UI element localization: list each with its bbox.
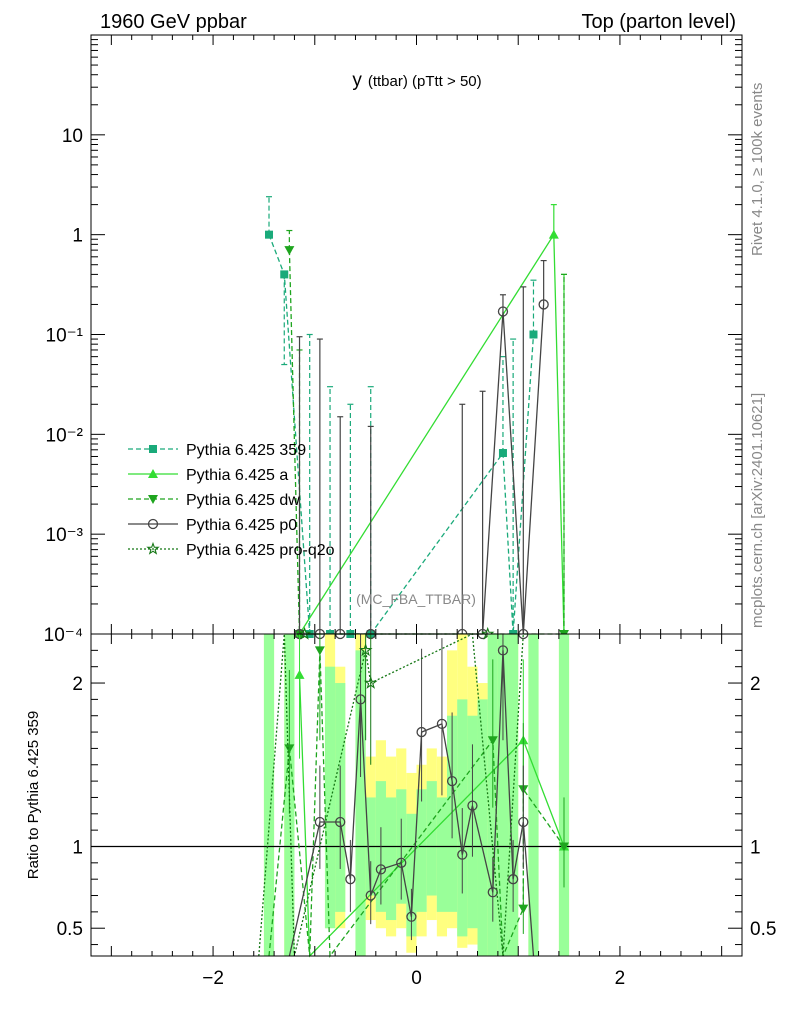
header-process-label: Top (parton level) (581, 11, 736, 33)
uncertainty-band-inner (477, 699, 488, 956)
ratio-data-point (284, 744, 295, 754)
ratio-data-point (518, 816, 529, 828)
ratio-data-point (436, 718, 448, 730)
ratio-series-line (258, 633, 524, 957)
legend-marker (148, 469, 158, 478)
data-point (284, 246, 295, 256)
ratio-data-point (467, 800, 478, 811)
legend-marker (149, 445, 157, 453)
uncertainty-band-inner (406, 813, 417, 937)
series-line (298, 232, 565, 635)
ratio-series-3 (258, 633, 524, 957)
plot-title: y (ttbar) (pTtt > 50) (352, 70, 481, 91)
y-tick-label: 10⁻¹ (46, 326, 84, 347)
ratio-data-point (416, 726, 427, 738)
y-tick-label: 10 (62, 126, 83, 147)
data-point (538, 299, 549, 310)
rivet-version-label: Rivet 4.1.0, ≥ 100k events (749, 83, 766, 256)
data-point (297, 626, 312, 640)
y-tick-label: 1 (72, 226, 83, 247)
header-collision-energy: 1960 GeV ppbar (100, 11, 247, 33)
ratio-data-point (375, 864, 387, 875)
ratio-data-point (487, 736, 498, 746)
legend: Pythia 6.425 359 Pythia 6.425 a Pythia 6.4… (128, 442, 335, 559)
ratio-y-tick-label-right: 0.5 (750, 919, 776, 940)
legend-label: Pythia 6.425 p0 (186, 517, 297, 534)
y-tick-label: 10⁻⁴ (44, 625, 83, 646)
ratio-data-point (558, 842, 569, 852)
data-point (497, 306, 509, 317)
uncertainty-band-inner (324, 666, 336, 929)
main-panel: 10 1 10⁻¹ 10⁻² 10⁻³ 10⁻⁴ (44, 34, 743, 646)
legend-marker (146, 541, 160, 555)
data-point (265, 230, 274, 239)
ratio-data-point (396, 857, 407, 868)
ratio-data-point (507, 874, 519, 885)
analysis-tag: (MC_FBA_TTBAR) (356, 591, 476, 607)
plot-title-sub: (ttbar) (pTtt > 50) (368, 73, 482, 90)
legend-marker (147, 518, 159, 530)
y-tick-label: 10⁻³ (46, 525, 84, 546)
ratio-y-tick-label: 2 (72, 674, 83, 695)
uncertainty-band-inner (436, 797, 448, 912)
data-point (480, 626, 495, 640)
uncertainty-band-inner (426, 781, 437, 896)
data-point (548, 229, 559, 239)
data-point (280, 270, 289, 279)
x-tick-label: −2 (202, 968, 224, 989)
ratio-data-point (314, 816, 326, 828)
ratio-data-point (335, 816, 346, 828)
legend-label: Pythia 6.425 dw (186, 492, 300, 509)
ratio-data-point (497, 645, 509, 656)
uncertainty-band-inner (528, 634, 539, 956)
ratio-data-point (355, 694, 366, 705)
mcplots-source-label: mcplots.cern.ch [arXiv:2401.10621] (749, 393, 766, 628)
uncertainty-band-inner (355, 650, 366, 956)
ratio-y-tick-label: 0.5 (57, 919, 83, 940)
ratio-y-tick-label: 1 (72, 837, 83, 858)
legend-label: Pythia 6.425 a (186, 467, 288, 484)
data-point (498, 449, 507, 458)
uncertainty-band-inner (416, 789, 427, 912)
ratio-data-point (363, 675, 378, 689)
ratio-data-point (457, 849, 468, 860)
ratio-data-point (345, 874, 356, 885)
y-tick-label: 10⁻² (46, 425, 84, 446)
ratio-series-line (298, 674, 565, 958)
uncertainty-band-inner (385, 797, 397, 921)
uncertainty-band-inner (263, 634, 275, 956)
x-tick-label: 0 (411, 968, 422, 989)
x-tick-label: 2 (615, 968, 626, 989)
uncertainty-band-inner (558, 634, 570, 956)
ratio-data-point (406, 911, 417, 922)
ratio-data-point (518, 904, 529, 914)
ratio-data-point (314, 646, 325, 656)
ratio-y-tick-label-right: 2 (750, 674, 761, 695)
ratio-data-point (294, 669, 305, 679)
legend-label: Pythia 6.425 359 (186, 442, 306, 459)
series-line (268, 234, 535, 635)
series-line (299, 304, 545, 635)
ratio-series-2 (288, 634, 535, 957)
legend-marker (148, 495, 158, 504)
legend-label: Pythia 6.425 pro-q2o (186, 542, 335, 559)
ratio-data-point (365, 890, 376, 901)
data-point (529, 330, 538, 339)
uncertainty-band-inner (497, 634, 509, 956)
ratio-data-point (446, 775, 458, 787)
ratio-ylabel: Ratio to Pythia 6.425 359 (25, 711, 42, 879)
plot-title-var: y (352, 70, 362, 91)
ratio-data-point (358, 643, 373, 657)
ratio-y-tick-label-right: 1 (750, 837, 761, 858)
ratio-panel: −2 0 2 2 2 1 1 0.5 0.5 (57, 633, 776, 989)
